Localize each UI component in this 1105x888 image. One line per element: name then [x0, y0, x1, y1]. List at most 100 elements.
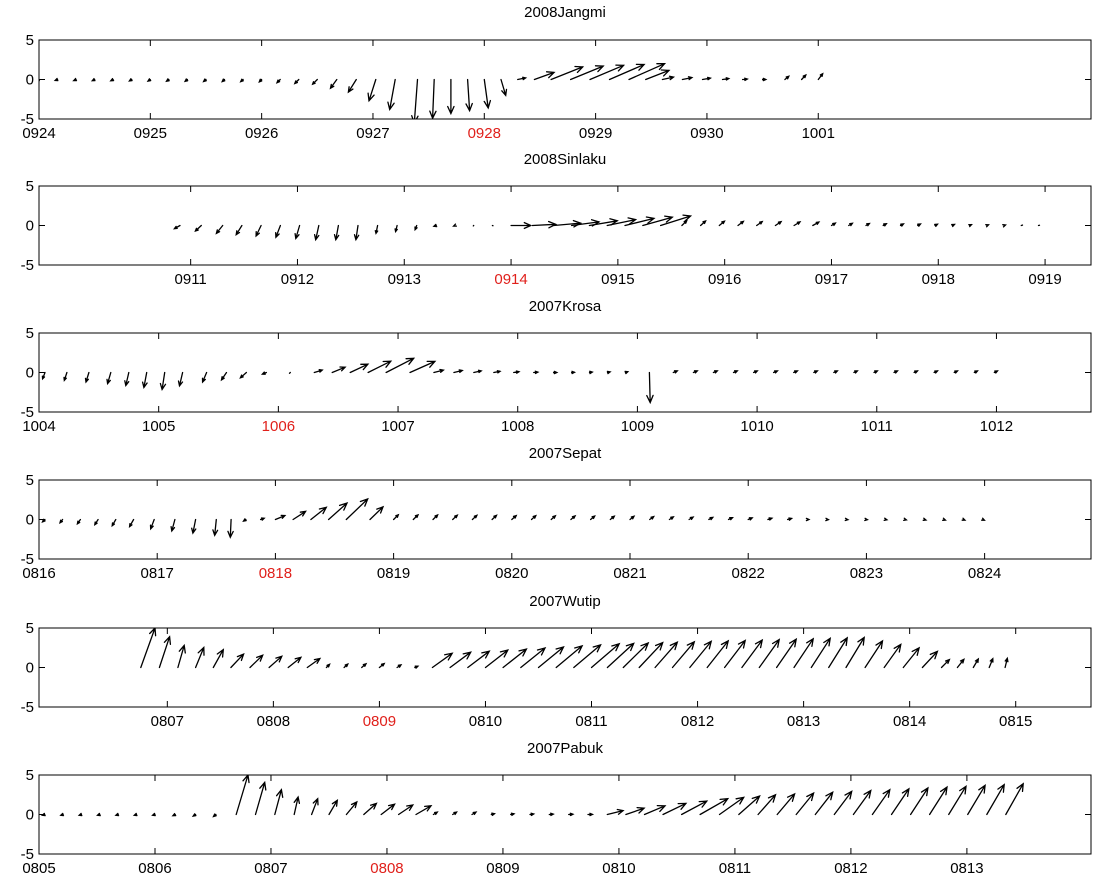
wind-arrow	[805, 517, 811, 522]
wind-arrow	[810, 636, 832, 669]
wind-arrow	[828, 636, 849, 669]
x-tick-label: 0816	[22, 565, 55, 582]
wind-arrow	[555, 644, 584, 669]
wind-arrow	[972, 657, 980, 669]
wind-arrow	[432, 513, 439, 521]
wind-arrow	[183, 78, 189, 83]
wind-arrow	[191, 518, 197, 535]
wind-arrow	[471, 811, 478, 816]
x-tick-label: 0928	[468, 125, 501, 142]
wind-arrow	[727, 517, 734, 521]
wind-arrow	[333, 224, 340, 242]
y-tick-label: -5	[21, 404, 34, 421]
wind-arrow	[140, 628, 157, 669]
x-tick-label: 0823	[850, 565, 883, 582]
wind-arrows	[140, 628, 1009, 669]
y-tick-label: 0	[26, 72, 34, 89]
wind-arrow	[387, 78, 396, 112]
wind-arrow	[415, 805, 433, 816]
y-tick-label: 0	[26, 365, 34, 382]
wind-arrow	[484, 649, 510, 669]
wind-arrow	[483, 78, 492, 110]
wind-arrow	[254, 780, 267, 816]
wind-arrow	[227, 518, 234, 539]
wind-arrow	[533, 71, 556, 81]
wind-arrow	[662, 802, 688, 816]
wind-arrow	[260, 371, 268, 375]
x-tick-label: 0805	[22, 860, 55, 877]
axes-frame	[38, 185, 1092, 266]
wind-arrow	[933, 370, 939, 374]
wind-arrow	[589, 64, 626, 81]
wind-arrow	[149, 518, 155, 531]
wind-arrow	[215, 224, 224, 235]
wind-arrow	[325, 663, 331, 669]
wind-arrow	[628, 63, 667, 81]
wind-arrow	[973, 370, 979, 374]
wind-arrow	[327, 502, 349, 521]
wind-arrows	[40, 775, 1024, 818]
wind-arrow	[191, 813, 197, 818]
wind-arrow	[817, 72, 824, 81]
wind-arrow	[1005, 782, 1024, 816]
axes-frame	[38, 332, 1092, 413]
wind-arrow	[776, 792, 796, 816]
wind-arrow	[624, 216, 656, 227]
wind-arrow	[721, 77, 731, 81]
wind-arrow	[967, 784, 986, 816]
wind-arrow	[367, 78, 377, 103]
wind-arrow	[471, 514, 479, 521]
panel-2007wutip: 2007Wutip 5 0 -5 0807 0808 0809 0810 0811 0812 08…	[21, 593, 1092, 730]
wind-arrow	[985, 224, 990, 228]
wind-arrow	[553, 219, 583, 228]
wind-arrow	[608, 63, 646, 81]
x-tick-label: 0811	[575, 713, 607, 730]
wind-arrow	[194, 224, 202, 233]
x-tick-label: 0808	[257, 713, 290, 730]
wind-arrow	[500, 78, 508, 97]
wind-arrow	[165, 78, 170, 83]
panel-2008sinlaku: 2008Sinlaku 5 0 -5 0911 0912 0913 0914 0915 0916…	[21, 151, 1092, 288]
wind-arrow	[429, 78, 437, 119]
wind-arrow	[917, 223, 922, 227]
wind-arrow	[706, 639, 730, 669]
y-tick-label: 5	[26, 325, 34, 342]
wind-arrow	[293, 795, 301, 816]
wind-arrow	[922, 517, 928, 521]
panel-title: 2007Pabuk	[527, 740, 603, 757]
axes-frame	[38, 774, 1092, 855]
x-tick-label: 0814	[893, 713, 926, 730]
wind-arrow	[568, 812, 575, 817]
x-tick-label: 0927	[356, 125, 389, 142]
wind-arrow	[643, 804, 667, 816]
wind-arrow	[708, 516, 715, 521]
wind-arrow	[41, 371, 46, 381]
x-tick-label: 0812	[681, 713, 714, 730]
wind-arrow	[570, 370, 577, 375]
wind-arrow	[732, 370, 739, 374]
wind-arrow	[202, 78, 207, 83]
wind-arrow	[40, 812, 46, 817]
wind-arrow	[800, 73, 807, 81]
wind-arrow	[951, 223, 956, 228]
wind-arrow	[146, 78, 152, 83]
wind-arrow	[212, 813, 217, 818]
wind-arrow	[491, 514, 498, 521]
wind-arrow	[313, 369, 324, 374]
x-tick-label: 1004	[22, 418, 55, 435]
wind-arrow	[520, 646, 547, 669]
panel-title: 2008Jangmi	[524, 4, 606, 21]
wind-arrow	[758, 638, 781, 669]
panel-title: 2007Sepat	[529, 445, 602, 462]
wind-arrow	[385, 357, 416, 374]
wind-arrow	[158, 635, 172, 669]
axes-frame	[38, 479, 1092, 560]
wind-arrow	[795, 791, 815, 816]
wind-arrow	[833, 790, 853, 816]
wind-arrow	[552, 370, 559, 375]
wind-arrow	[550, 514, 557, 521]
wind-arrow	[194, 646, 205, 669]
wind-arrow	[712, 370, 719, 374]
wind-arrow	[230, 652, 245, 669]
wind-arrow	[573, 643, 602, 669]
